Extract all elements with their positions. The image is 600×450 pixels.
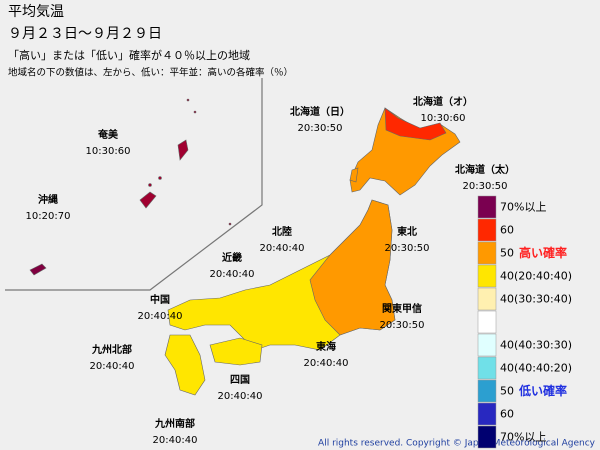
- region-name: 東北: [397, 225, 417, 238]
- region-probs: 20:40:40: [304, 358, 349, 369]
- legend-label: 70%以上: [500, 201, 546, 214]
- region-name: 四国: [230, 374, 250, 386]
- legend-label: 40(20:40:40): [500, 270, 572, 283]
- region-probs: 20:30:50: [385, 243, 430, 254]
- note: 地域名の下の数値は、左から、低い：平年並：高いの各確率（％）: [8, 67, 293, 79]
- region-probs: 20:40:40: [138, 311, 183, 322]
- legend-swatch: [477, 425, 497, 449]
- period: ９月２３日～９月２９日: [8, 26, 162, 42]
- legend-swatch: [477, 264, 497, 288]
- legend-high: 高い確率: [519, 245, 567, 260]
- region-name: 北海道（オ）: [413, 95, 473, 108]
- region-probs: 10:30:60: [421, 113, 466, 124]
- legend-swatch: [477, 287, 497, 311]
- legend-swatch: [477, 333, 497, 357]
- subtitle: 「高い」または「低い」確率が４０％以上の地域: [8, 48, 250, 62]
- region-name: 北海道（太）: [455, 163, 515, 176]
- inset-border: [5, 78, 263, 291]
- region-name: 北陸: [272, 225, 292, 238]
- legend-swatch: [477, 310, 497, 334]
- legend-label: 40(40:40:20): [500, 362, 572, 375]
- region-name: 沖縄: [38, 193, 58, 206]
- region-probs: 10:20:70: [26, 211, 71, 222]
- legend-swatch: [477, 195, 497, 219]
- legend-label: 40(40:30:30): [500, 339, 572, 352]
- region-probs: 20:30:50: [298, 123, 343, 134]
- legend-label: 40(30:30:40): [500, 293, 572, 306]
- legend-label: 50: [500, 247, 514, 260]
- map: [29, 98, 461, 396]
- legend-label: 50: [500, 385, 514, 398]
- legend-swatch: [477, 241, 497, 265]
- region-probs: 20:40:40: [210, 269, 255, 280]
- region-probs: 10:30:60: [86, 146, 131, 157]
- region-name: 中国: [150, 293, 170, 306]
- legend-low: 低い確率: [518, 383, 567, 398]
- region-name: 北海道（日）: [290, 105, 350, 118]
- region-name: 関東甲信: [382, 302, 422, 315]
- region-probs: 20:40:40: [153, 435, 198, 446]
- legend-label: 60: [500, 224, 514, 237]
- legend-label: 60: [500, 408, 514, 421]
- region-probs: 20:30:50: [380, 320, 425, 331]
- region-name: 東海: [316, 340, 336, 353]
- region-name: 九州南部: [154, 417, 195, 430]
- region-probs: 20:40:40: [218, 391, 263, 402]
- region-name: 近畿: [222, 251, 242, 264]
- legend-swatch: [477, 356, 497, 380]
- legend-swatch: [477, 218, 497, 242]
- region-name: 九州北部: [91, 343, 132, 356]
- copyright: All rights reserved. Copyright © Japan M…: [318, 439, 596, 449]
- title: 平均気温: [8, 4, 64, 20]
- legend-label: 70%以上: [500, 431, 546, 444]
- legend-swatch: [477, 379, 497, 403]
- region-probs: 20:40:40: [90, 361, 135, 372]
- region-name: 奄美: [97, 128, 119, 141]
- region-probs: 20:30:50: [463, 181, 508, 192]
- region-probs: 20:40:40: [260, 243, 305, 254]
- legend-swatch: [477, 402, 497, 426]
